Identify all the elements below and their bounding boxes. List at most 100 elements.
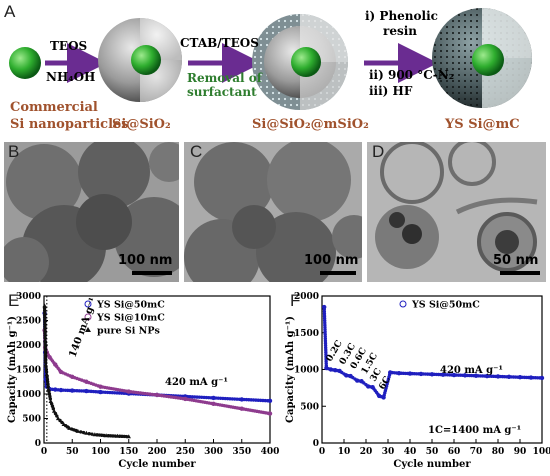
label-ys-si-mc: YS Si@mC [445,117,520,132]
annotation-420: 420 mA g⁻¹ [440,365,503,376]
x-tick-label: 50 [66,447,79,457]
ys-si-mc-sphere [432,8,532,108]
data-point [75,428,81,433]
x-tick-label: 70 [470,447,483,457]
step1-base: NH₄OH [46,70,96,84]
data-point [90,432,94,436]
panel-label-e: E [8,291,20,310]
chart-f: 0 10 20 30 40 50 60 70 80 90 1000500100015002000Cy… [285,292,550,470]
legend-label: YS Si@10mC [96,313,165,324]
y-tick-label: 1500 [294,329,319,339]
y-tick-label: 2000 [16,341,41,351]
data-point [267,411,273,416]
annotation-1c: 1C=1400 mA g⁻¹ [428,425,521,436]
tem-image-c [184,142,362,282]
si-nanoparticle-sphere [9,47,41,79]
label-si-sio2: Si@SiO₂ [112,117,171,132]
scale-label-d: 50 nm [493,253,539,268]
data-point [46,386,51,391]
data-point [87,431,91,436]
y-tick-label: 500 [300,402,319,412]
x-tick-label: 90 [514,447,527,457]
data-point [44,370,49,374]
chart-e: 0 50 100 150 200 250 300 350 400 0 500 1000 1500 2000… [7,292,280,470]
scale-bar-b [132,271,172,275]
data-point [81,430,86,435]
si-sio2-msio2-sphere [252,14,348,110]
legend-label: YS Si@50mC [96,300,165,311]
tem-image-d [367,142,546,282]
data-point [267,398,273,404]
label-commercial-line2: Si nanoparticles [10,117,129,132]
step2-reagent: CTAB/TEOS [180,36,259,50]
y-tick-label: 500 [22,415,41,425]
legend-label: YS Si@50mC [411,300,480,311]
legend-marker [84,300,92,308]
data-point [51,408,57,413]
x-tick-label: 350 [232,447,251,457]
data-point [84,430,89,435]
panel-label-c: C [190,142,203,161]
y-tick-label: 2000 [294,292,319,302]
x-axis-label: Cycle number [393,459,471,470]
x-tick-label: 100 [533,447,550,457]
series-2 [42,303,131,439]
step3-line3: ii) 900 °C-N₂ [369,68,454,82]
step2-removal-line2: surfactant [187,85,257,99]
x-tick-label: 150 [119,447,138,457]
series-0 [322,304,545,400]
step2-removal-line1: Removal of [187,71,262,85]
step1-reagent: TEOS [50,39,88,53]
y-tick-label: 1000 [294,366,319,376]
schematic-diagram [9,8,532,110]
panel-label-d: D [372,142,385,161]
annotation-420: 420 mA g⁻¹ [165,377,228,388]
x-tick-label: 0 [319,447,325,457]
x-tick-label: 200 [148,447,167,457]
data-point [42,337,48,342]
x-tick-label: 10 [338,447,351,457]
data-point [55,414,59,418]
scale-bar-c [320,271,356,275]
annotation-140: 140 mA g⁻¹ [67,296,99,359]
x-tick-label: 400 [261,447,280,457]
step3-line4: iii) HF [369,84,413,98]
data-point [79,430,83,434]
x-tick-label: 60 [448,447,461,457]
x-tick-label: 100 [91,447,110,457]
panel-label-f: F [290,291,301,310]
y-tick-label: 1000 [16,390,41,400]
data-point [126,434,131,439]
legend-marker [399,300,407,308]
data-point [48,398,53,403]
scale-label-c: 100 nm [304,253,359,268]
x-axis-label: Cycle number [118,459,196,470]
data-point [539,375,545,381]
step3-line1: i) Phenolic [365,9,438,23]
x-tick-label: 300 [204,447,223,457]
step3-line2: resin [383,24,417,38]
legend-marker [84,313,92,321]
panel-label-b: B [8,142,20,161]
x-tick-label: 30 [382,447,395,457]
y-axis-label: Capacity (mAh g⁻¹) [7,316,18,423]
y-tick-label: 1500 [16,366,41,376]
y-tick-label: 0 [313,439,319,449]
data-point [43,362,48,367]
label-si-sio2-msio2: Si@SiO₂@mSiO₂ [252,117,369,132]
x-tick-label: 40 [404,447,417,457]
y-tick-label: 3000 [16,292,41,302]
x-tick-label: 250 [176,447,195,457]
y-axis-label: Capacity (mAh g⁻¹) [285,316,296,423]
data-point [53,387,58,392]
x-tick-label: 50 [426,447,439,457]
y-tick-label: 0 [35,439,41,449]
tem-image-b [4,142,179,282]
data-point [42,303,47,308]
scale-bar-d [500,271,540,275]
legend-marker [85,327,91,332]
legend-label: pure Si NPs [97,326,160,337]
panel-label-a: A [4,2,16,21]
x-tick-label: 0 [41,447,47,457]
data-point [60,420,64,425]
